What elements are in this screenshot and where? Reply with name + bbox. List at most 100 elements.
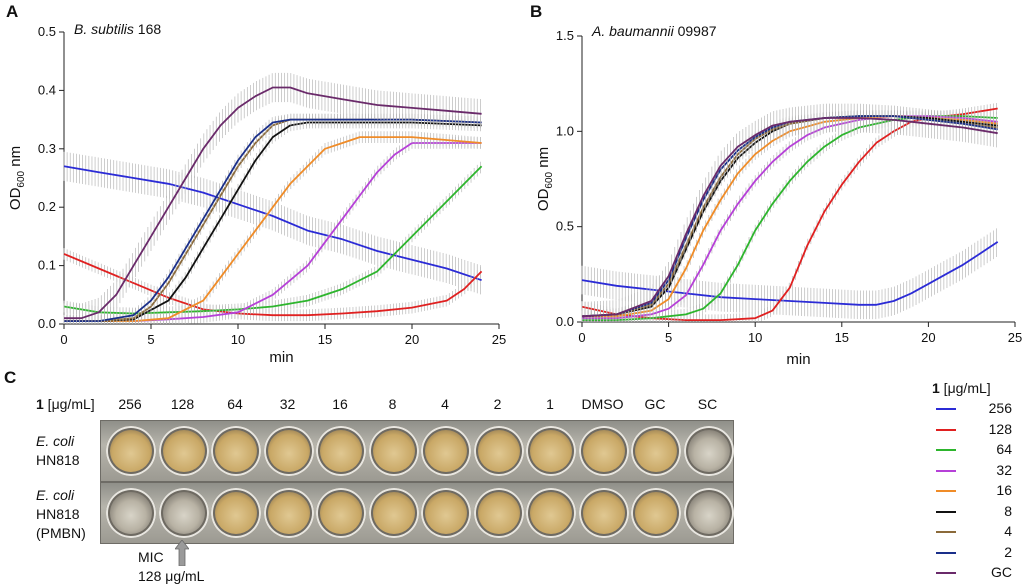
series-GC <box>581 103 998 322</box>
y-axis-label: OD600 nm <box>7 146 27 210</box>
y-tick-label: 0.2 <box>38 199 56 214</box>
plate-well <box>368 426 419 476</box>
mic-annotation: MIC 128 μg/mL <box>138 548 204 586</box>
series-4 <box>581 110 998 322</box>
x-axis-label: min <box>786 351 810 368</box>
legend-label: 32 <box>996 461 1012 478</box>
concentration-label: 128 <box>170 396 195 412</box>
series-line-GC <box>581 117 998 318</box>
x-tick-label: 20 <box>921 330 935 345</box>
plate-well <box>578 426 629 476</box>
mic-arrow-icon <box>175 540 189 566</box>
series-line-256 <box>581 241 999 306</box>
y-tick-label: 0.0 <box>556 314 574 329</box>
x-axis-label: min <box>269 349 293 366</box>
mic-label: MIC <box>138 549 164 565</box>
plate-well <box>683 426 734 476</box>
y-tick-label: 1.5 <box>556 28 574 43</box>
legend-swatch <box>936 490 956 492</box>
x-tick-label: 5 <box>147 332 154 347</box>
row-label-ecoli: E. coli HN818 <box>36 432 80 470</box>
plate-well <box>316 488 366 538</box>
legend-label: 2 <box>1004 543 1012 560</box>
chart-title: B. subtilis 168 <box>74 21 161 37</box>
error-bars-GC <box>63 72 481 324</box>
plate-well <box>158 488 209 538</box>
row2-species: E. coli <box>36 487 75 503</box>
plate-well <box>683 488 734 538</box>
legend-item: 64 <box>932 441 1024 459</box>
x-tick-label: 10 <box>748 330 762 345</box>
legend-item: 8 <box>932 503 1024 521</box>
row1-species: E. coli <box>36 433 75 449</box>
series-line-32 <box>64 142 482 323</box>
legend-swatch <box>936 428 956 431</box>
y-tick-label: 1.0 <box>556 123 574 138</box>
series-32 <box>581 110 998 322</box>
legend-item: 16 <box>932 482 1024 500</box>
series-line-256 <box>63 165 482 282</box>
legend-label: 8 <box>1004 502 1012 519</box>
concentration-label: 4 <box>441 396 449 412</box>
row2-note: (PMBN) <box>36 525 86 541</box>
legend-swatch <box>936 408 956 410</box>
concentration-label: DMSO <box>581 396 624 412</box>
plate-well <box>106 488 156 538</box>
plate-well <box>473 488 524 538</box>
x-tick-label: 15 <box>835 330 849 345</box>
plate-well <box>526 426 576 476</box>
x-tick-label: 0 <box>578 330 585 345</box>
panel-letter-a: A <box>6 2 19 21</box>
legend-swatch <box>936 572 956 574</box>
plate-well <box>631 426 681 476</box>
legend-swatch <box>936 531 956 533</box>
series-16 <box>581 110 998 322</box>
y-tick-label: 0.4 <box>38 82 56 97</box>
chart-b: 0 5 10 15 20 25 0.0 0.5 1.0 1.5 min OD600 nm A. baum… <box>535 23 1022 368</box>
row-label-ecoli-pmbn: E. coli HN818 (PMBN) <box>36 486 86 543</box>
concentration-label: GC <box>644 396 666 412</box>
series-256 <box>63 151 482 295</box>
plate-well <box>473 426 524 476</box>
series-line-64 <box>63 165 483 315</box>
y-tick-label: 0.5 <box>38 24 56 39</box>
legend-swatch <box>936 469 956 472</box>
series-8 <box>581 110 998 322</box>
row2-strain: HN818 <box>36 506 80 522</box>
plate-well <box>263 426 314 476</box>
legend-title: 1 [μg/mL] <box>932 380 991 396</box>
concentration-label: 1 <box>546 396 554 412</box>
concentration-label: 16 <box>332 396 348 412</box>
plate-well <box>421 426 471 476</box>
series-line-64 <box>582 115 998 322</box>
series-16 <box>63 131 482 324</box>
concentration-label: 32 <box>279 396 296 412</box>
panel-letter-b: B <box>530 2 543 21</box>
plate-well <box>211 426 261 476</box>
series-2 <box>581 110 998 322</box>
concentration-unit: 1 [μg/mL] <box>36 396 95 412</box>
legend-item: 2 <box>932 544 1024 562</box>
concentration-header: 1 [μg/mL] 256 128 64 32 16 8 4 2 1 DMSO GC SC <box>36 396 736 416</box>
chart-a: 0 5 10 15 20 25 0.0 0.1 0.2 0.3 0.4 0.5 min OD600 nm B… <box>7 21 506 366</box>
row1-strain: HN818 <box>36 452 80 468</box>
plate-well <box>368 488 419 538</box>
concentration-label: 64 <box>227 396 243 412</box>
legend-label: 64 <box>996 441 1012 457</box>
plate-row-ecoli-pmbn <box>100 482 734 544</box>
y-tick-label: 0.3 <box>38 141 56 156</box>
series-4 <box>63 113 482 324</box>
legend-item: GC <box>932 564 1024 582</box>
legend-item: 128 <box>932 421 1024 439</box>
y-axis-label: OD600 nm <box>535 147 555 211</box>
plate-well <box>631 488 681 538</box>
legend-label: 128 <box>988 420 1012 437</box>
plate-well <box>421 488 471 538</box>
series-line-8 <box>64 121 482 323</box>
plate-well <box>316 426 366 476</box>
concentration-label: 8 <box>388 396 397 412</box>
legend-label: 16 <box>996 482 1012 498</box>
y-tick-label: 0.1 <box>38 258 56 273</box>
chart-title: A. baumannii 09987 <box>591 23 717 39</box>
legend-item: 256 <box>932 400 1024 418</box>
